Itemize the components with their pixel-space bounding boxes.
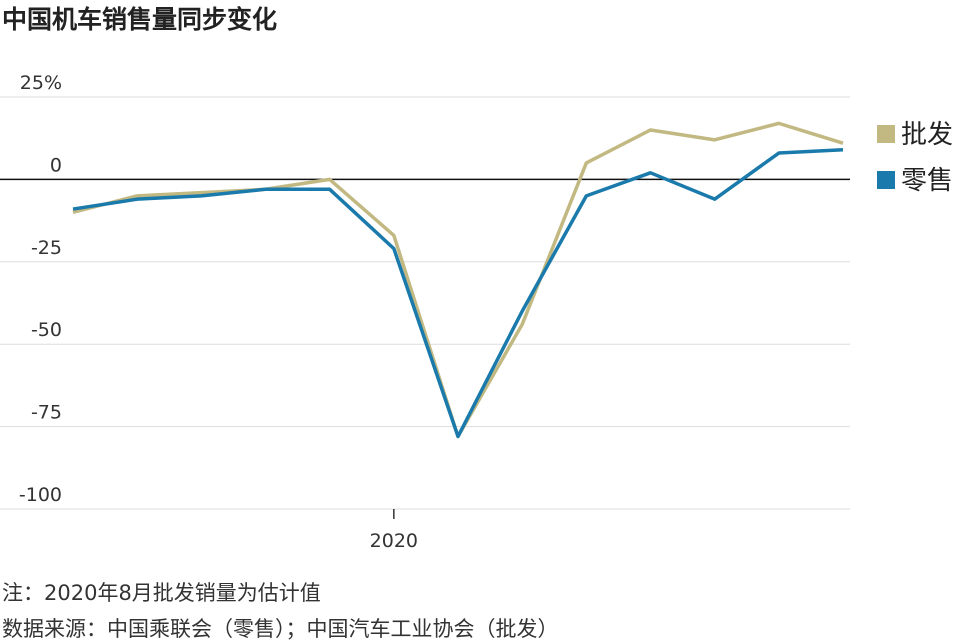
legend-label: 零售 xyxy=(901,166,953,196)
legend-swatch xyxy=(877,125,895,143)
x-tick-label: 2020 xyxy=(370,530,418,552)
series-line xyxy=(72,147,844,439)
footnote: 注：2020年8月批发销量为估计值 xyxy=(2,581,321,605)
y-tick-label: -75 xyxy=(31,402,62,424)
legend-swatch xyxy=(877,171,895,189)
y-tick-label: -25 xyxy=(31,237,62,259)
y-tick-label: -50 xyxy=(31,319,62,341)
legend-label: 批发 xyxy=(901,120,953,150)
y-tick-label: -100 xyxy=(19,484,62,506)
series-line xyxy=(72,121,844,439)
source: 数据来源：中国乘联会（零售）；中国汽车工业协会（批发） xyxy=(2,617,559,641)
chart-title: 中国机车销售量同步变化 xyxy=(2,5,277,34)
y-tick-label: 25% xyxy=(20,72,62,94)
y-tick-label: 0 xyxy=(50,154,62,176)
